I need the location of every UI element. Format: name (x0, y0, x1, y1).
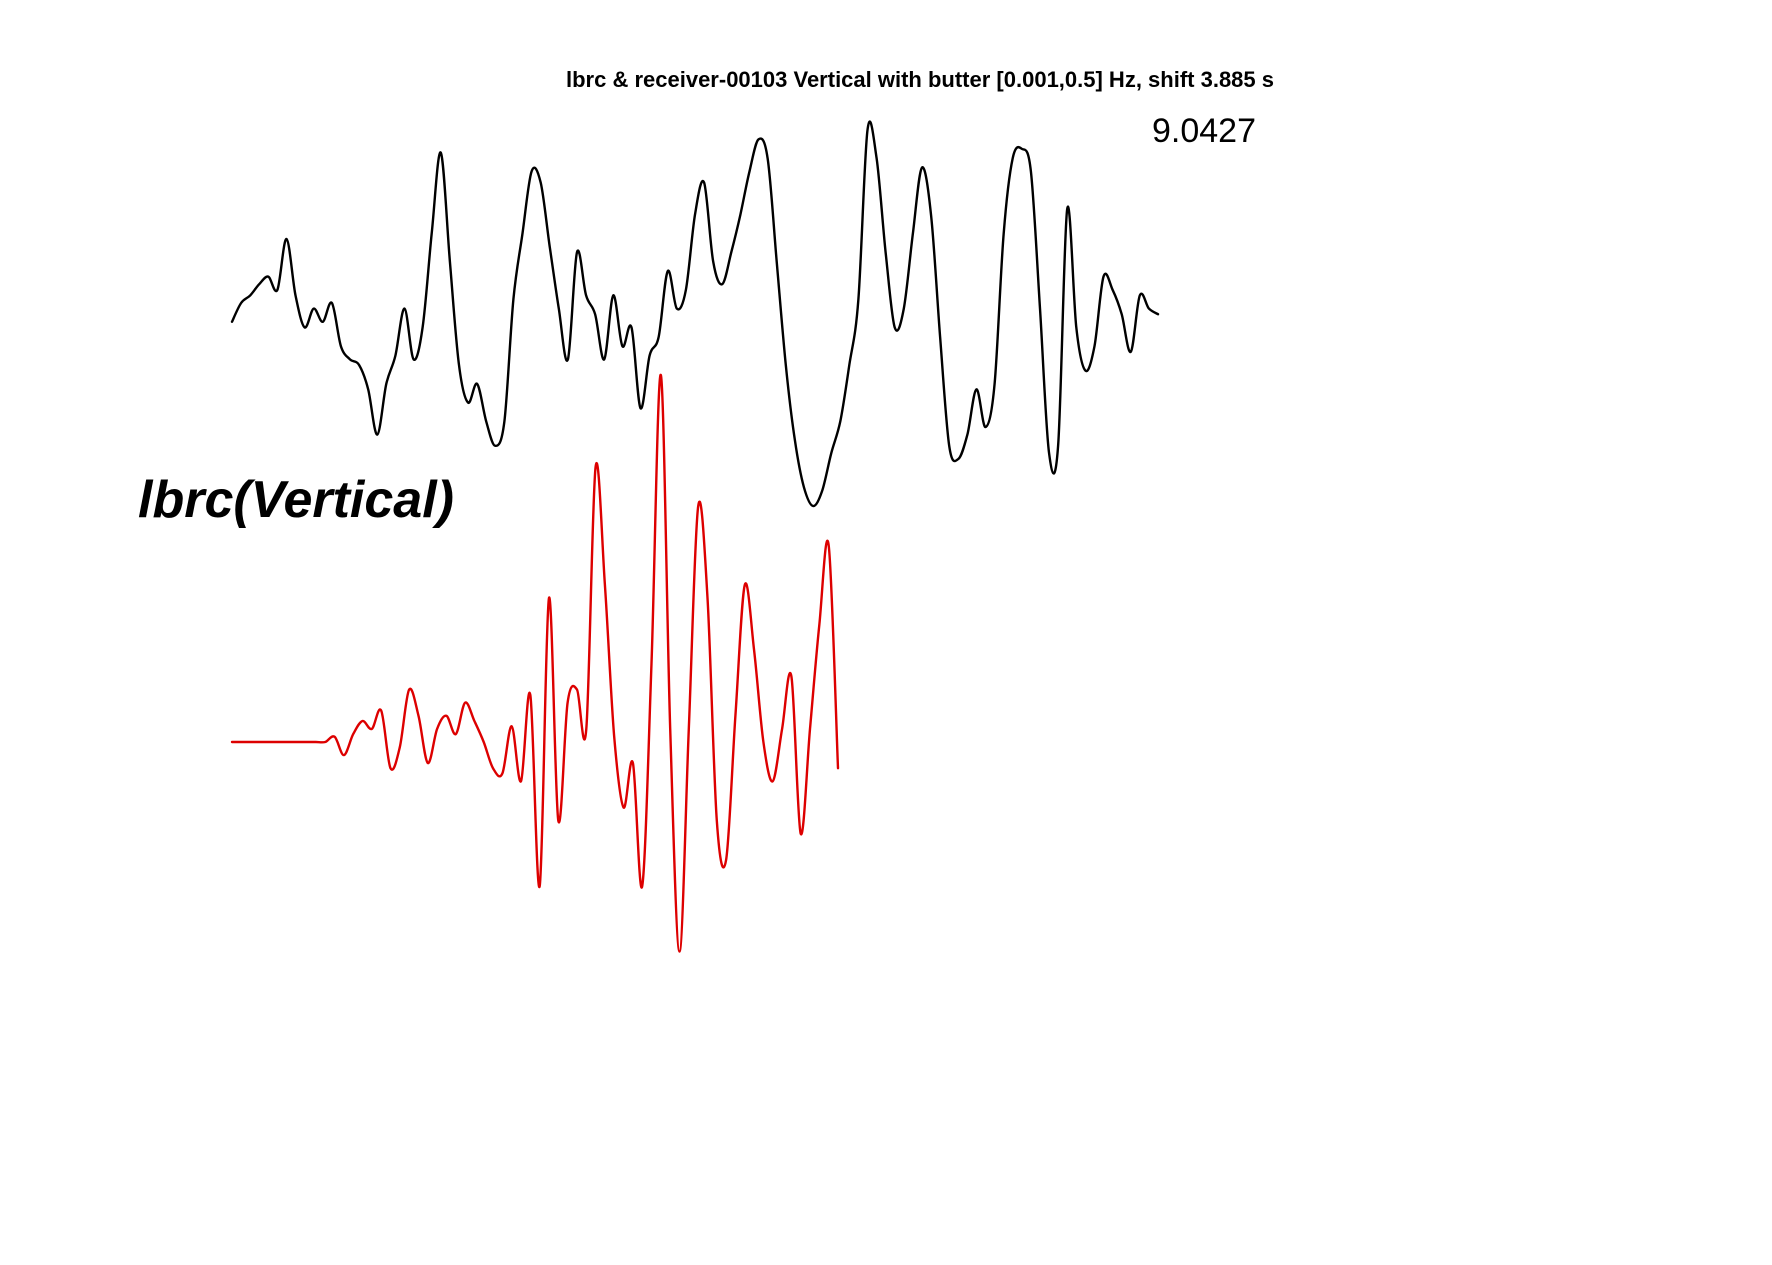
observed-trace (230, 120, 1160, 508)
misfit-value: 9.0427 (1152, 112, 1256, 150)
station-label: lbrc(Vertical) (138, 471, 454, 529)
waveform-traces (230, 120, 1160, 953)
synthetic-trace (230, 373, 840, 953)
chart-title: lbrc & receiver-00103 Vertical with butt… (566, 67, 1274, 92)
